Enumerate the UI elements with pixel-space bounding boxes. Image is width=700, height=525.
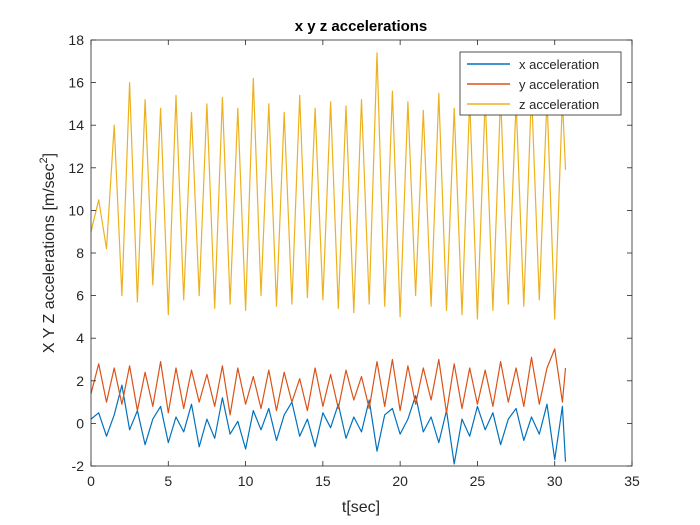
x-tick-label: 0 <box>87 473 95 489</box>
series-layer <box>90 52 567 465</box>
x-tick-label: 30 <box>547 473 563 489</box>
legend-label-y: y acceleration <box>519 77 599 92</box>
y-axis-label-close: ] <box>41 153 58 157</box>
y-tick-label: 4 <box>76 330 84 346</box>
x-tick-label: 10 <box>238 473 254 489</box>
y-tick-label: 2 <box>76 373 84 389</box>
x-tick-label: 15 <box>315 473 331 489</box>
y-acceleration-line <box>90 348 567 416</box>
legend-label-z: z acceleration <box>519 97 599 112</box>
legend-label-x: x acceleration <box>519 57 599 72</box>
x-tick-label: 5 <box>164 473 172 489</box>
y-tick-label: 12 <box>68 160 84 176</box>
x-axis: 0 5 10 15 20 25 30 35 <box>87 40 640 489</box>
legend: x acceleration y acceleration z accelera… <box>459 51 622 116</box>
y-tick-label: 18 <box>68 32 84 48</box>
chart-title: x y z accelerations <box>295 18 428 35</box>
y-tick-label: 14 <box>68 117 84 133</box>
y-tick-label: 10 <box>68 202 84 218</box>
y-axis-label: X Y Z accelerations [m/sec2] <box>38 153 58 353</box>
y-tick-label: 16 <box>68 75 84 91</box>
y-axis: -2 0 2 4 6 8 10 12 14 16 18 <box>68 32 632 474</box>
y-axis-label-main: X Y Z accelerations [m/sec <box>41 163 58 353</box>
y-axis-label-superscript: 2 <box>38 157 50 163</box>
x-tick-label: 25 <box>470 473 486 489</box>
y-tick-label: 0 <box>76 415 84 431</box>
x-tick-label: 20 <box>392 473 408 489</box>
x-axis-label: t[sec] <box>342 499 380 516</box>
y-tick-label: 8 <box>76 245 84 261</box>
x-acceleration-line <box>90 384 567 465</box>
y-tick-label: 6 <box>76 288 84 304</box>
y-tick-label: -2 <box>72 458 85 474</box>
z-acceleration-line <box>90 52 567 320</box>
x-tick-label: 35 <box>624 473 640 489</box>
